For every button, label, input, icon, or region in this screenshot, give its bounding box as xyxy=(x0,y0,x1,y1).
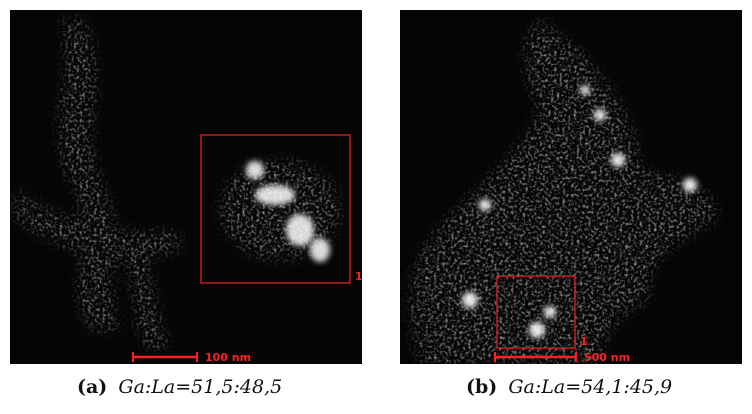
scale-bar-label: 100 nm xyxy=(205,351,251,364)
caption-text: Ga:La=54,1:45,9 xyxy=(508,376,672,398)
caption-tag: (a) xyxy=(77,376,107,398)
roi-label: 1 xyxy=(580,335,588,348)
roi-label: 1 xyxy=(355,270,363,283)
particles-a xyxy=(10,10,362,364)
caption-a: (a) Ga:La=51,5:48,5 xyxy=(77,376,282,398)
scale-bar-label: 500 nm xyxy=(584,351,630,364)
caption-text: Ga:La=51,5:48,5 xyxy=(118,376,282,398)
particles-b xyxy=(400,10,742,364)
figure: 1 100 nm 1 500 nm (a) Ga:La=51,5:48,5 (b… xyxy=(0,0,752,414)
caption-tag: (b) xyxy=(466,376,497,398)
caption-b: (b) Ga:La=54,1:45,9 xyxy=(466,376,672,398)
